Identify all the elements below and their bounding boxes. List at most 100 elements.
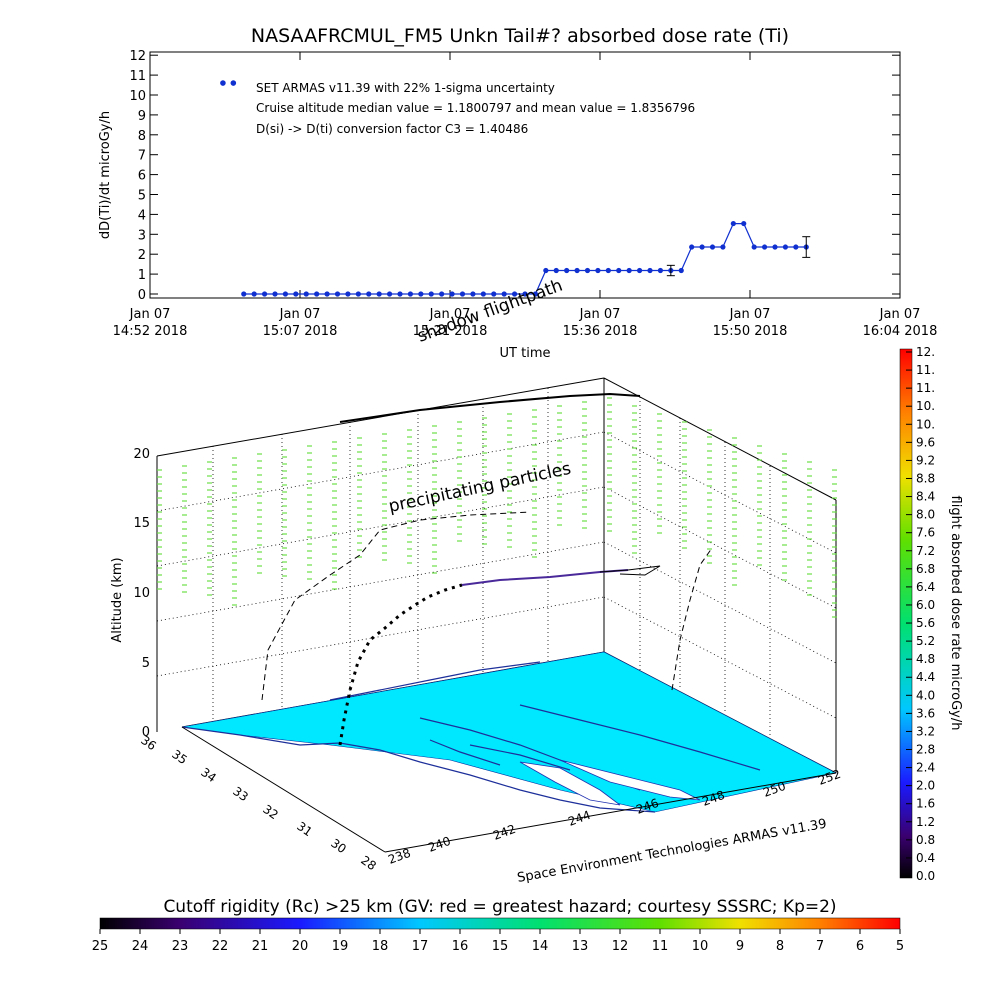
dose-colorbar-tick-label: 1.2 xyxy=(916,815,935,829)
dose-colorbar-tick-label: 6.8 xyxy=(916,562,935,576)
precipitating-particles-field xyxy=(157,397,837,618)
credit-label: Space Environment Technologies ARMAS v11… xyxy=(516,817,828,886)
top-x-tick-date: Jan 07 xyxy=(729,307,771,322)
dose-rate-point xyxy=(793,244,799,250)
top-x-tick-time: 16:04 2018 xyxy=(863,324,938,339)
rigidity-colorbar-tick-label: 7 xyxy=(816,939,824,954)
dose-rate-point xyxy=(647,267,653,274)
rigidity-colorbar-tick-label: 8 xyxy=(776,939,784,954)
dose-rate-point xyxy=(293,291,299,297)
dose-colorbar-tick-label: 0.4 xyxy=(916,851,935,865)
dose-rate-point xyxy=(491,291,497,297)
dose-rate-point xyxy=(366,291,372,297)
dose-rate-point xyxy=(397,291,403,297)
dose-rate-point xyxy=(324,291,330,297)
dose-rate-point xyxy=(689,244,695,250)
dose-rate-point xyxy=(751,244,757,250)
dose-colorbar-tick-label: 5.2 xyxy=(916,634,935,648)
dose-rate-point xyxy=(522,291,528,297)
dose-colorbar-tick-label: 10. xyxy=(916,399,935,413)
top-x-tick-time: 14:52 2018 xyxy=(113,324,188,339)
top-x-tick-time: 15:21 2018 xyxy=(413,324,488,339)
rigidity-colorbar-tick-label: 10 xyxy=(692,939,709,954)
rigidity-colorbar-tick-label: 13 xyxy=(572,939,589,954)
top-y-tick-label: 2 xyxy=(138,248,146,263)
dose-colorbar-tick-label: 0.8 xyxy=(916,833,935,847)
dose-colorbar-tick-label: 7.6 xyxy=(916,526,935,540)
rigidity-colorbar-tick-label: 17 xyxy=(412,939,429,954)
svg-text:0: 0 xyxy=(142,725,150,740)
dose-rate-point xyxy=(772,244,778,250)
svg-text:32: 32 xyxy=(260,802,281,822)
top-y-tick-label: 12 xyxy=(129,49,146,64)
dose-rate-point xyxy=(553,267,559,274)
altitude-gridlines xyxy=(156,388,837,738)
shadow-path-left-wall xyxy=(261,511,531,701)
ground-map-surface xyxy=(181,651,837,813)
top-y-tick-label: 5 xyxy=(138,189,146,204)
dose-rate-point xyxy=(376,291,382,297)
dose-rate-point xyxy=(470,291,476,297)
dose-colorbar-tick-label: 1.6 xyxy=(916,797,935,811)
svg-text:242: 242 xyxy=(491,822,517,843)
dose-rate-point xyxy=(532,291,539,297)
cutoff-rigidity-colorbar-ticks: 25 24 23 22 21 20 19 18 17 16 15 14 13 12 11 10 9 8 7 6 5 xyxy=(92,929,904,954)
dose-colorbar-tick-label: 6.0 xyxy=(916,598,935,612)
dose-rate-point xyxy=(605,267,611,274)
dose-rate-point xyxy=(678,267,684,274)
svg-text:10: 10 xyxy=(133,586,150,601)
dose-rate-point xyxy=(449,291,455,297)
dose-rate-point xyxy=(459,291,466,297)
rigidity-colorbar-tick-label: 22 xyxy=(212,939,229,954)
precipitating-particles-label: precipitating particles xyxy=(387,459,573,517)
dose-rate-point xyxy=(657,267,664,274)
dose-rate-series-line xyxy=(243,223,807,295)
svg-text:244: 244 xyxy=(566,808,592,829)
dose-rate-point xyxy=(730,220,736,227)
dose-colorbar-tick-label: 9.2 xyxy=(916,453,935,467)
top-y-axis-label: dD(Ti)/dt microGy/h xyxy=(98,111,113,239)
dose-colorbar-tick-label: 8.4 xyxy=(916,490,935,504)
rigidity-colorbar-tick-label: 11 xyxy=(652,939,669,954)
dose-rate-outlier-point xyxy=(220,80,226,86)
dose-colorbar-tick-label: 6.4 xyxy=(916,580,935,594)
altitude-axis: 0 5 10 15 20 xyxy=(133,447,150,740)
dose-rate-point xyxy=(782,244,789,250)
top-y-tick-label: 1 xyxy=(138,268,146,283)
top-x-tick-date: Jan 07 xyxy=(879,307,921,322)
dose-rate-point xyxy=(595,267,601,274)
rigidity-colorbar-tick-label: 12 xyxy=(612,939,629,954)
dose-rate-point xyxy=(439,291,445,297)
dose-colorbar-tick-label: 3.2 xyxy=(916,724,935,738)
top-x-tick-date: Jan 07 xyxy=(579,307,621,322)
dose-rate-point xyxy=(334,291,341,297)
top-y-tick-label: 4 xyxy=(138,208,146,223)
rigidity-colorbar-tick-label: 20 xyxy=(292,939,309,954)
shadow-path-right-wall xyxy=(671,547,713,691)
top-x-axis-label: UT time xyxy=(500,346,551,361)
annotation-cruise-altitude: Cruise altitude median value = 1.1800797… xyxy=(256,101,695,115)
top-x-tick-time: 15:50 2018 xyxy=(713,324,788,339)
dose-colorbar-tick-label: 4.4 xyxy=(916,670,935,684)
top-y-tick-label: 8 xyxy=(138,129,146,144)
dose-rate-point xyxy=(511,291,518,297)
rigidity-colorbar-tick-label: 24 xyxy=(132,939,149,954)
dose-rate-point xyxy=(355,291,361,297)
dose-colorbar-tick-label: 8.8 xyxy=(916,471,935,485)
annotation-armas-version: SET ARMAS v11.39 with 22% 1-sigma uncert… xyxy=(256,81,555,95)
rigidity-colorbar-tick-label: 15 xyxy=(492,939,509,954)
cutoff-rigidity-title: Cutoff rigidity (Rc) >25 km (GV: red = g… xyxy=(163,897,836,917)
dose-colorbar-tick-label: 5.6 xyxy=(916,616,935,630)
axis-edge-top-right xyxy=(603,377,837,501)
svg-text:20: 20 xyxy=(133,447,150,462)
dose-rate-point xyxy=(282,291,289,297)
dose-colorbar-tick-label: 11. xyxy=(916,381,935,395)
svg-text:33: 33 xyxy=(230,784,251,804)
dose-rate-point xyxy=(480,291,486,297)
dose-colorbar-tick-label: 3.6 xyxy=(916,706,935,720)
dose-rate-point xyxy=(616,267,622,274)
coastline-channel xyxy=(559,759,701,801)
dose-rate-point xyxy=(251,291,257,297)
cutoff-rigidity-colorbar xyxy=(99,917,901,930)
